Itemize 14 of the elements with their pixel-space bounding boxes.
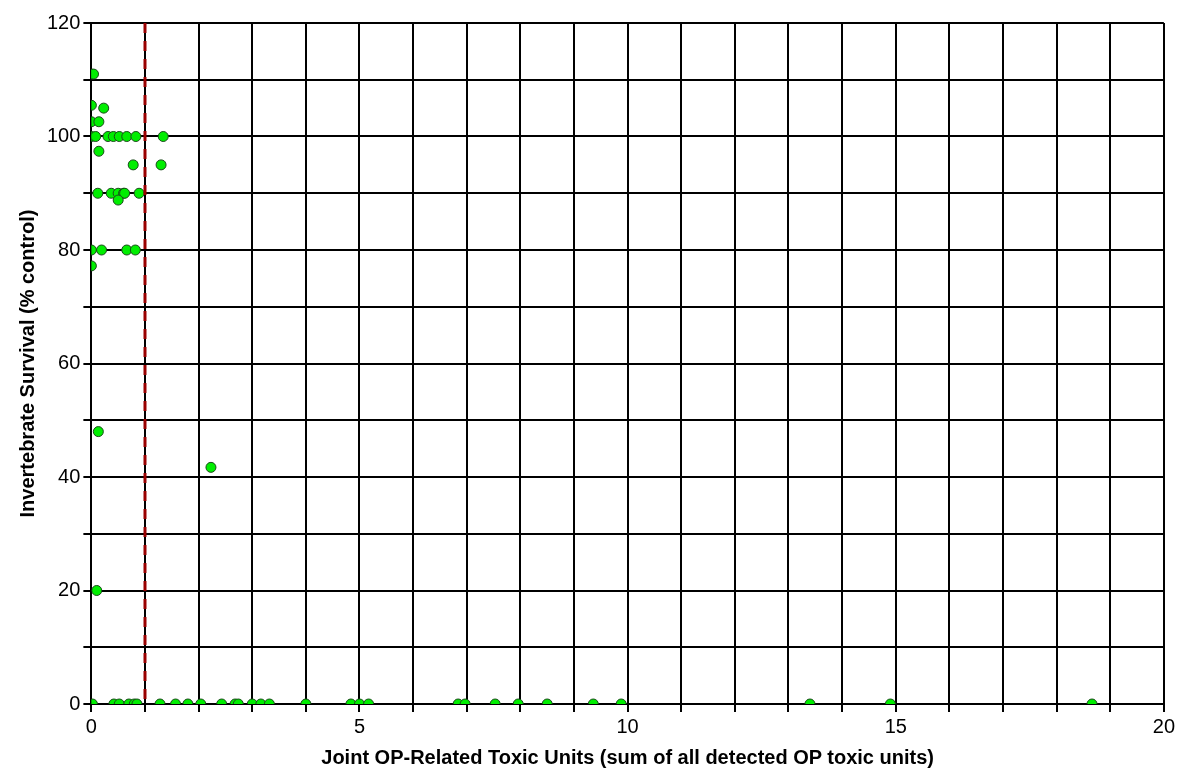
y-axis-title: Invertebrate Survival (% control) (15, 209, 38, 518)
x-tick-label: 20 (1152, 714, 1175, 737)
x-tick-label: 10 (616, 714, 639, 737)
y-tick-label: 120 (46, 10, 81, 33)
y-tick-label: 0 (69, 691, 81, 714)
y-tick-label: 100 (46, 124, 81, 147)
y-tick-label: 60 (58, 351, 81, 374)
y-tick-label: 80 (58, 237, 81, 260)
y-tick-label: 20 (58, 578, 81, 601)
x-axis-title: Joint OP-Related Toxic Units (sum of all detected OP toxic units) (321, 745, 934, 768)
x-tick-label: 0 (85, 714, 97, 737)
y-tick-label: 40 (58, 464, 81, 487)
x-tick-label: 5 (353, 714, 366, 737)
x-tick-label: 15 (884, 714, 907, 737)
